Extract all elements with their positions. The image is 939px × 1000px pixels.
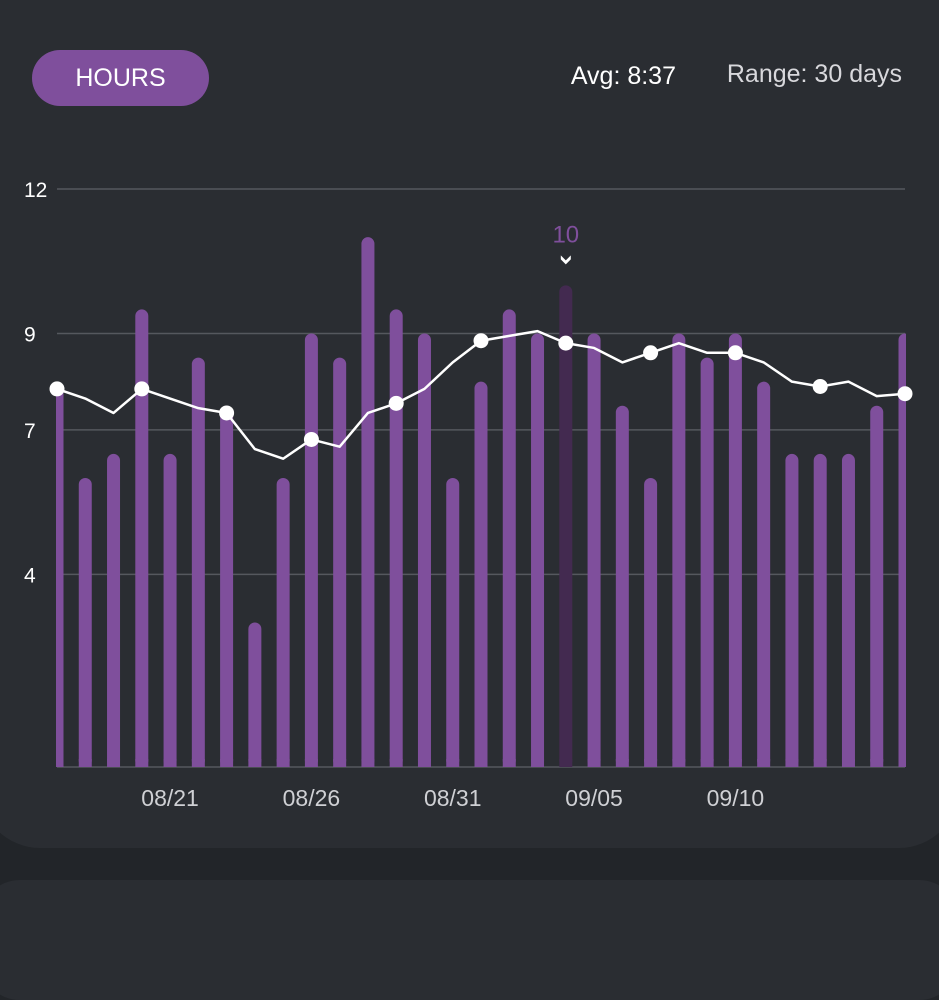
bar[interactable] <box>700 357 714 767</box>
y-tick-label: 12 <box>24 179 47 202</box>
bar-base <box>191 759 205 767</box>
bar[interactable] <box>107 453 121 767</box>
bar-base <box>700 759 714 767</box>
x-tick-label: 09/05 <box>565 785 623 811</box>
bar[interactable] <box>559 285 573 767</box>
bar-base <box>813 759 827 767</box>
bar[interactable] <box>474 381 488 767</box>
chart-card <box>0 0 939 848</box>
bar-base <box>276 759 290 767</box>
bar[interactable] <box>417 333 431 768</box>
bar-base <box>163 759 177 767</box>
bar-base <box>841 759 855 767</box>
bar[interactable] <box>220 405 234 767</box>
bar-base <box>248 759 262 767</box>
bar[interactable] <box>615 405 629 767</box>
bar[interactable] <box>446 478 460 767</box>
bar-base <box>446 759 460 767</box>
bar[interactable] <box>51 381 64 767</box>
bar[interactable] <box>78 478 92 767</box>
average-point <box>388 395 404 411</box>
bar[interactable] <box>135 309 149 767</box>
bar[interactable] <box>502 309 516 767</box>
average-point <box>49 381 65 397</box>
bar-base <box>644 759 658 767</box>
bar-base <box>531 759 545 767</box>
average-label: Avg: 8:37 <box>570 62 676 90</box>
bar-base <box>389 759 403 767</box>
bar[interactable] <box>304 333 318 768</box>
selected-marker-icon <box>560 255 571 265</box>
bar[interactable] <box>841 453 855 767</box>
bar-base <box>870 759 884 767</box>
selected-value-label: 10 <box>552 221 579 248</box>
bar[interactable] <box>587 333 601 768</box>
bar-base <box>728 759 742 767</box>
bar-base <box>898 759 906 767</box>
range-selector[interactable]: Range: 30 days <box>726 60 902 88</box>
y-tick-label: 9 <box>24 324 36 347</box>
bar[interactable] <box>870 405 884 767</box>
bar-base <box>785 759 799 767</box>
bar[interactable] <box>531 333 545 768</box>
bar[interactable] <box>163 453 177 767</box>
sleep-hours-chart[interactable]: 4 7 9 12 10 08/21 08/26 08/31 09/05 09/10 <box>0 0 939 939</box>
bar[interactable] <box>672 333 686 768</box>
bar-base <box>333 759 347 767</box>
average-point <box>303 431 319 447</box>
x-tick-label: 08/31 <box>424 785 482 811</box>
bar-base <box>587 759 601 767</box>
bar[interactable] <box>728 333 742 768</box>
bar-base <box>474 759 488 767</box>
y-tick-label: 7 <box>24 420 36 443</box>
bar[interactable] <box>333 357 347 767</box>
bar[interactable] <box>276 478 290 767</box>
average-point <box>134 381 150 397</box>
bar-base <box>220 759 234 767</box>
average-point <box>812 378 828 394</box>
y-tick-label: 4 <box>24 564 36 587</box>
bar[interactable] <box>361 237 375 767</box>
average-point <box>727 345 743 361</box>
bar-base <box>107 759 121 767</box>
bar-base <box>304 759 318 767</box>
average-point <box>473 333 489 349</box>
bar[interactable] <box>389 309 403 767</box>
bar[interactable] <box>248 622 262 768</box>
bar-base <box>757 759 771 767</box>
bars-group <box>51 237 912 768</box>
bar[interactable] <box>644 478 658 767</box>
bar[interactable] <box>191 357 205 767</box>
hours-toggle-button[interactable]: HOURS <box>32 50 209 106</box>
average-point <box>643 345 659 361</box>
bar[interactable] <box>813 453 827 767</box>
bar-base <box>672 759 686 767</box>
x-tick-label: 09/10 <box>707 785 765 811</box>
bar[interactable] <box>785 453 799 767</box>
x-tick-label: 08/21 <box>141 785 199 811</box>
average-point <box>219 405 235 421</box>
x-tick-label: 08/26 <box>283 785 341 811</box>
bar-base <box>559 759 573 767</box>
bar-base <box>615 759 629 767</box>
bar-base <box>502 759 516 767</box>
bar[interactable] <box>898 333 912 768</box>
average-point <box>558 335 574 351</box>
bar-base <box>56 759 64 767</box>
bar-base <box>135 759 149 767</box>
bar-base <box>417 759 431 767</box>
average-point <box>897 386 913 402</box>
bar-base <box>361 759 375 767</box>
bar-base <box>78 759 92 767</box>
bar[interactable] <box>757 381 771 767</box>
